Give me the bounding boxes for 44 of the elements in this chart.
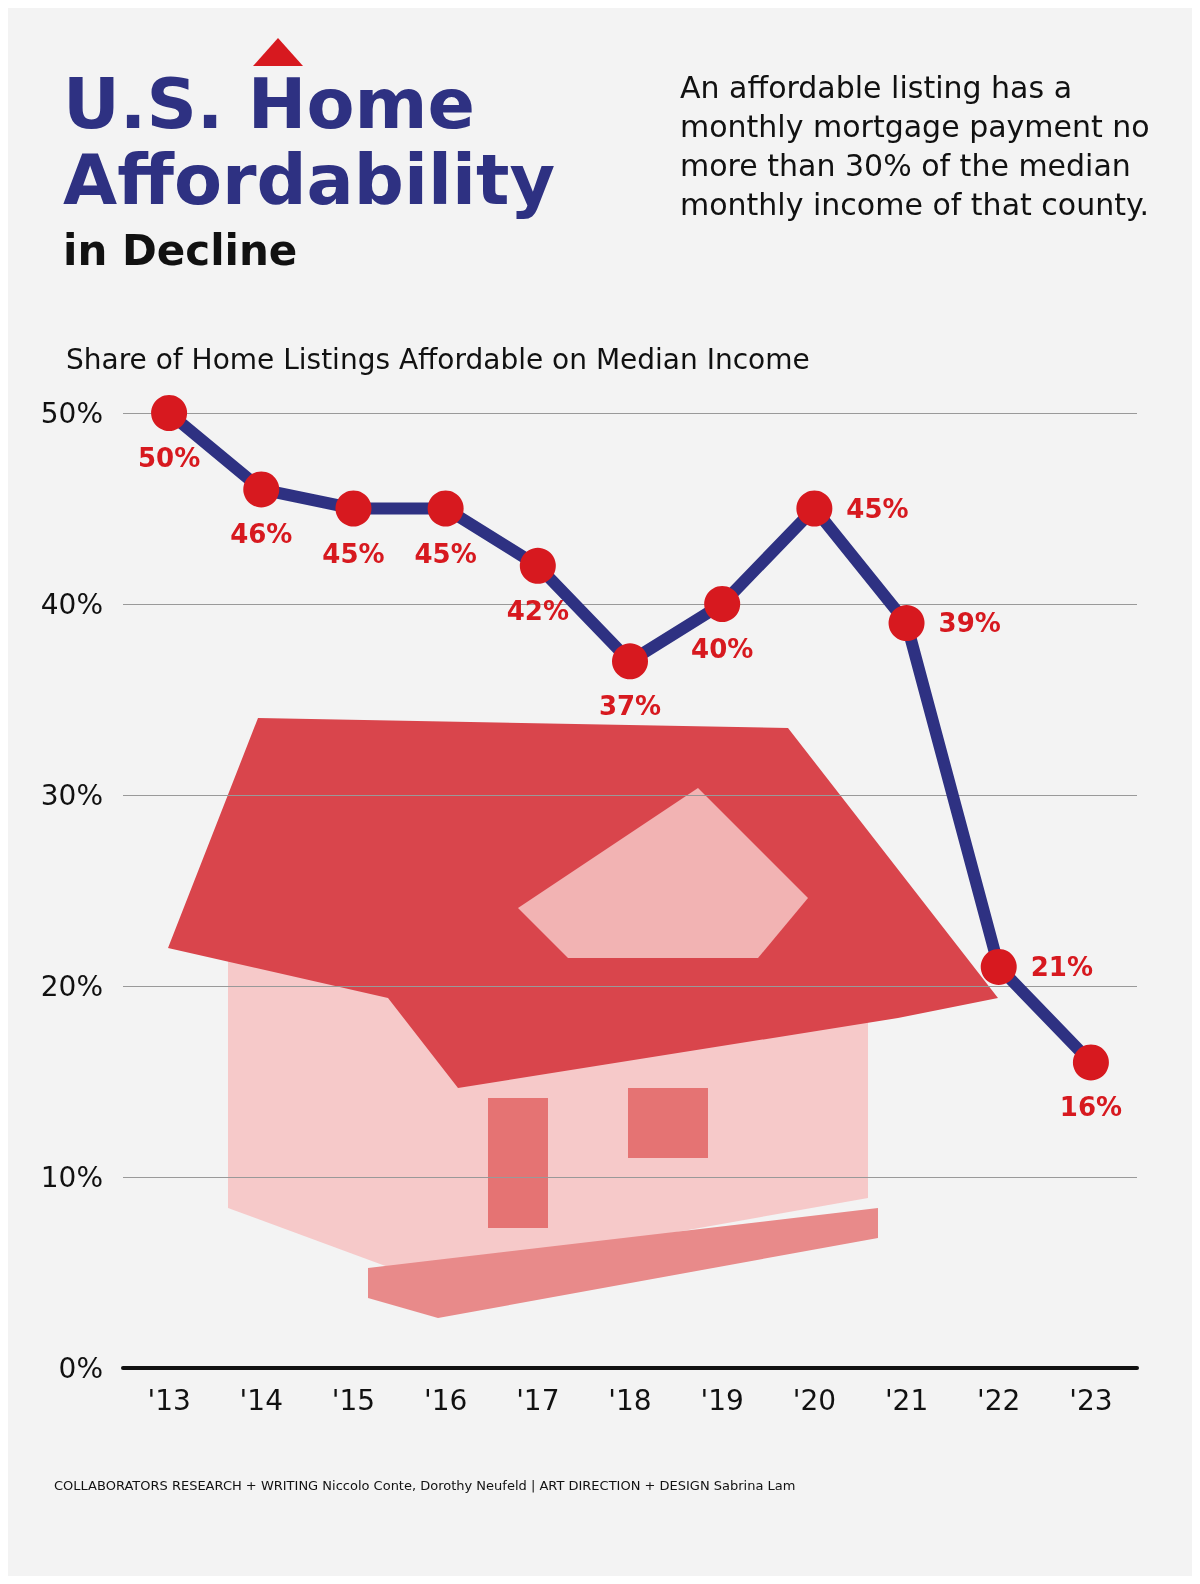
x-tick-label: '22 [977,1383,1021,1417]
point [1072,1044,1109,1081]
point [427,490,464,527]
x-tick-label: '13 [147,1383,191,1417]
y-tick-label: 50% [40,396,103,430]
data-label: 45% [414,538,477,569]
data-label: 50% [137,443,201,473]
data-label: 46% [230,519,293,550]
y-axis-title: Share of Home Listings Affordable on Median Income [66,343,810,376]
point [796,490,833,527]
point [704,586,741,622]
chart-title: U.S. Home Affordability [63,63,557,221]
data-label: 45% [846,493,909,524]
text: An affordable listing has a monthly mortgage payment no more than 30% of the median monthly income of that county. [680,69,1150,224]
data-label: 39% [938,608,1001,639]
x-tick-label: '20 [792,1383,837,1417]
point [612,643,648,680]
x-tick-label: '18 [608,1383,652,1417]
point [151,395,188,431]
point [519,547,556,584]
chart-subtitle: in Decline [63,226,299,275]
data-label: 16% [1059,1092,1123,1123]
x-tick-label: '17 [516,1383,560,1417]
text: COLLABORATORS RESEARCH + WRITING Niccolo Conte, Dorothy Neufeld | ART DIRECTION + DESIGN Sabrina Lam [54,1478,796,1493]
x-tick-label: '16 [423,1383,468,1417]
y-tick-label: 0% [58,1351,103,1385]
y-tick-label: 30% [40,778,103,812]
x-tick-label: '23 [1069,1383,1113,1417]
x-tick-label: '19 [700,1383,744,1417]
data-label: 40% [691,634,754,664]
point [980,948,1017,985]
y-tick-label: 40% [40,587,103,621]
data-label: 37% [598,691,662,722]
point [243,471,280,508]
x-tick-label: '14 [239,1383,283,1417]
data-label: 21% [1030,951,1093,982]
point [888,605,925,642]
y-tick-label: 20% [40,969,103,1003]
data-label: 45% [322,538,385,569]
y-tick-label: 10% [40,1160,103,1194]
x-tick-label: '15 [331,1383,376,1417]
x-tick-label: '21 [884,1383,929,1417]
point [335,490,372,527]
data-label: 42% [506,595,569,626]
